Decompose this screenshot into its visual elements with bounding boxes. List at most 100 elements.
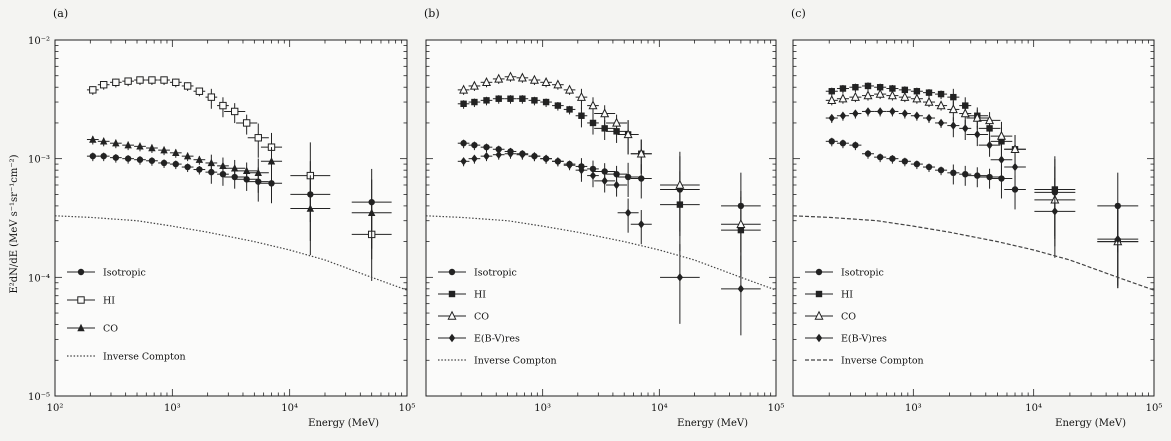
data-point xyxy=(554,157,562,166)
data-point xyxy=(495,146,502,153)
series-e-b-v-res xyxy=(457,149,761,336)
x-tick-label: 10⁴ xyxy=(1025,403,1042,414)
data-point xyxy=(924,96,934,106)
data-point xyxy=(242,119,251,127)
data-point xyxy=(624,173,632,181)
data-point xyxy=(219,161,227,170)
x-tick-label: 10⁴ xyxy=(651,403,668,414)
legend-marker xyxy=(447,310,457,320)
legend-entry: Inverse Compton xyxy=(67,352,186,363)
legend-marker xyxy=(815,290,823,298)
data-point xyxy=(996,130,1006,140)
data-point xyxy=(1051,207,1059,216)
data-point xyxy=(483,143,490,151)
legend-label: Inverse Compton xyxy=(103,352,186,363)
data-point xyxy=(566,161,573,170)
x-tick-label: 10⁵ xyxy=(399,403,416,414)
legend-label: CO xyxy=(474,312,489,323)
data-point xyxy=(875,88,885,98)
data-point xyxy=(148,76,156,84)
data-point xyxy=(600,108,610,118)
legend-label: Isotropic xyxy=(103,268,146,279)
data-point xyxy=(99,137,108,145)
data-point xyxy=(887,90,897,100)
data-point xyxy=(89,152,97,160)
data-point xyxy=(89,135,97,143)
data-point xyxy=(469,80,479,90)
data-point xyxy=(974,130,981,139)
data-point xyxy=(588,100,598,110)
data-point xyxy=(136,76,144,84)
y-tick-label: 10⁻² xyxy=(28,36,50,47)
data-point xyxy=(184,163,191,171)
inverse-compton-line xyxy=(792,215,1155,291)
legend-label: HI xyxy=(841,290,853,301)
data-point xyxy=(576,91,586,101)
data-point xyxy=(1011,186,1019,193)
legend-label: Isotropic xyxy=(841,268,884,279)
data-point xyxy=(675,179,685,189)
data-point xyxy=(828,113,835,123)
data-point xyxy=(160,159,168,167)
data-point xyxy=(542,154,550,163)
x-tick-label: 10⁴ xyxy=(281,403,298,414)
data-point xyxy=(136,142,144,150)
data-point xyxy=(863,90,873,100)
data-point xyxy=(148,157,156,164)
data-point xyxy=(864,107,872,116)
data-point xyxy=(183,151,192,160)
data-point xyxy=(531,97,538,104)
data-point xyxy=(481,76,492,87)
x-axis-title: Energy (MeV) xyxy=(308,418,379,429)
legend-marker xyxy=(815,268,823,276)
data-point xyxy=(207,93,216,101)
legend-entry: Isotropic xyxy=(67,268,146,279)
data-point xyxy=(613,170,620,178)
legend-label: E(B-V)res xyxy=(474,334,520,345)
data-point xyxy=(974,172,981,179)
data-point xyxy=(972,112,982,122)
data-point xyxy=(160,76,168,84)
data-point xyxy=(578,112,585,119)
data-point xyxy=(505,71,516,81)
data-point xyxy=(148,143,156,152)
data-point xyxy=(495,95,502,102)
data-point xyxy=(367,208,376,216)
x-tick-label: 10² xyxy=(47,403,64,414)
data-point xyxy=(828,138,835,145)
data-point xyxy=(172,78,180,87)
y-tick-label: 10⁻⁵ xyxy=(28,392,50,403)
data-point xyxy=(589,119,597,127)
data-point xyxy=(460,140,467,147)
data-point xyxy=(962,170,969,178)
data-point xyxy=(828,88,835,95)
data-point xyxy=(960,108,970,118)
legend-entry: Inverse Compton xyxy=(805,356,924,367)
data-point xyxy=(901,109,909,118)
legend-entry: CO xyxy=(438,310,489,323)
data-point xyxy=(554,102,562,109)
data-point xyxy=(950,93,957,101)
data-point xyxy=(638,175,645,182)
data-point xyxy=(589,171,597,180)
data-point xyxy=(160,145,168,154)
data-point xyxy=(925,89,933,96)
legend-entry: CO xyxy=(67,324,118,335)
data-point xyxy=(541,76,551,87)
data-point xyxy=(230,164,239,172)
series-inverse-compton xyxy=(792,215,1155,291)
data-point xyxy=(937,118,945,128)
data-point xyxy=(638,220,645,229)
data-point xyxy=(612,117,622,127)
data-point xyxy=(936,100,946,110)
data-point xyxy=(601,176,608,186)
data-point xyxy=(1011,162,1019,172)
data-point xyxy=(89,86,97,94)
legend-label: E(B-V)res xyxy=(841,334,887,345)
data-point xyxy=(183,82,192,90)
data-point xyxy=(624,208,632,217)
series-inverse-compton xyxy=(425,215,777,291)
legend-entry: Isotropic xyxy=(805,268,884,279)
series-co xyxy=(86,135,392,260)
data-point xyxy=(172,160,179,168)
